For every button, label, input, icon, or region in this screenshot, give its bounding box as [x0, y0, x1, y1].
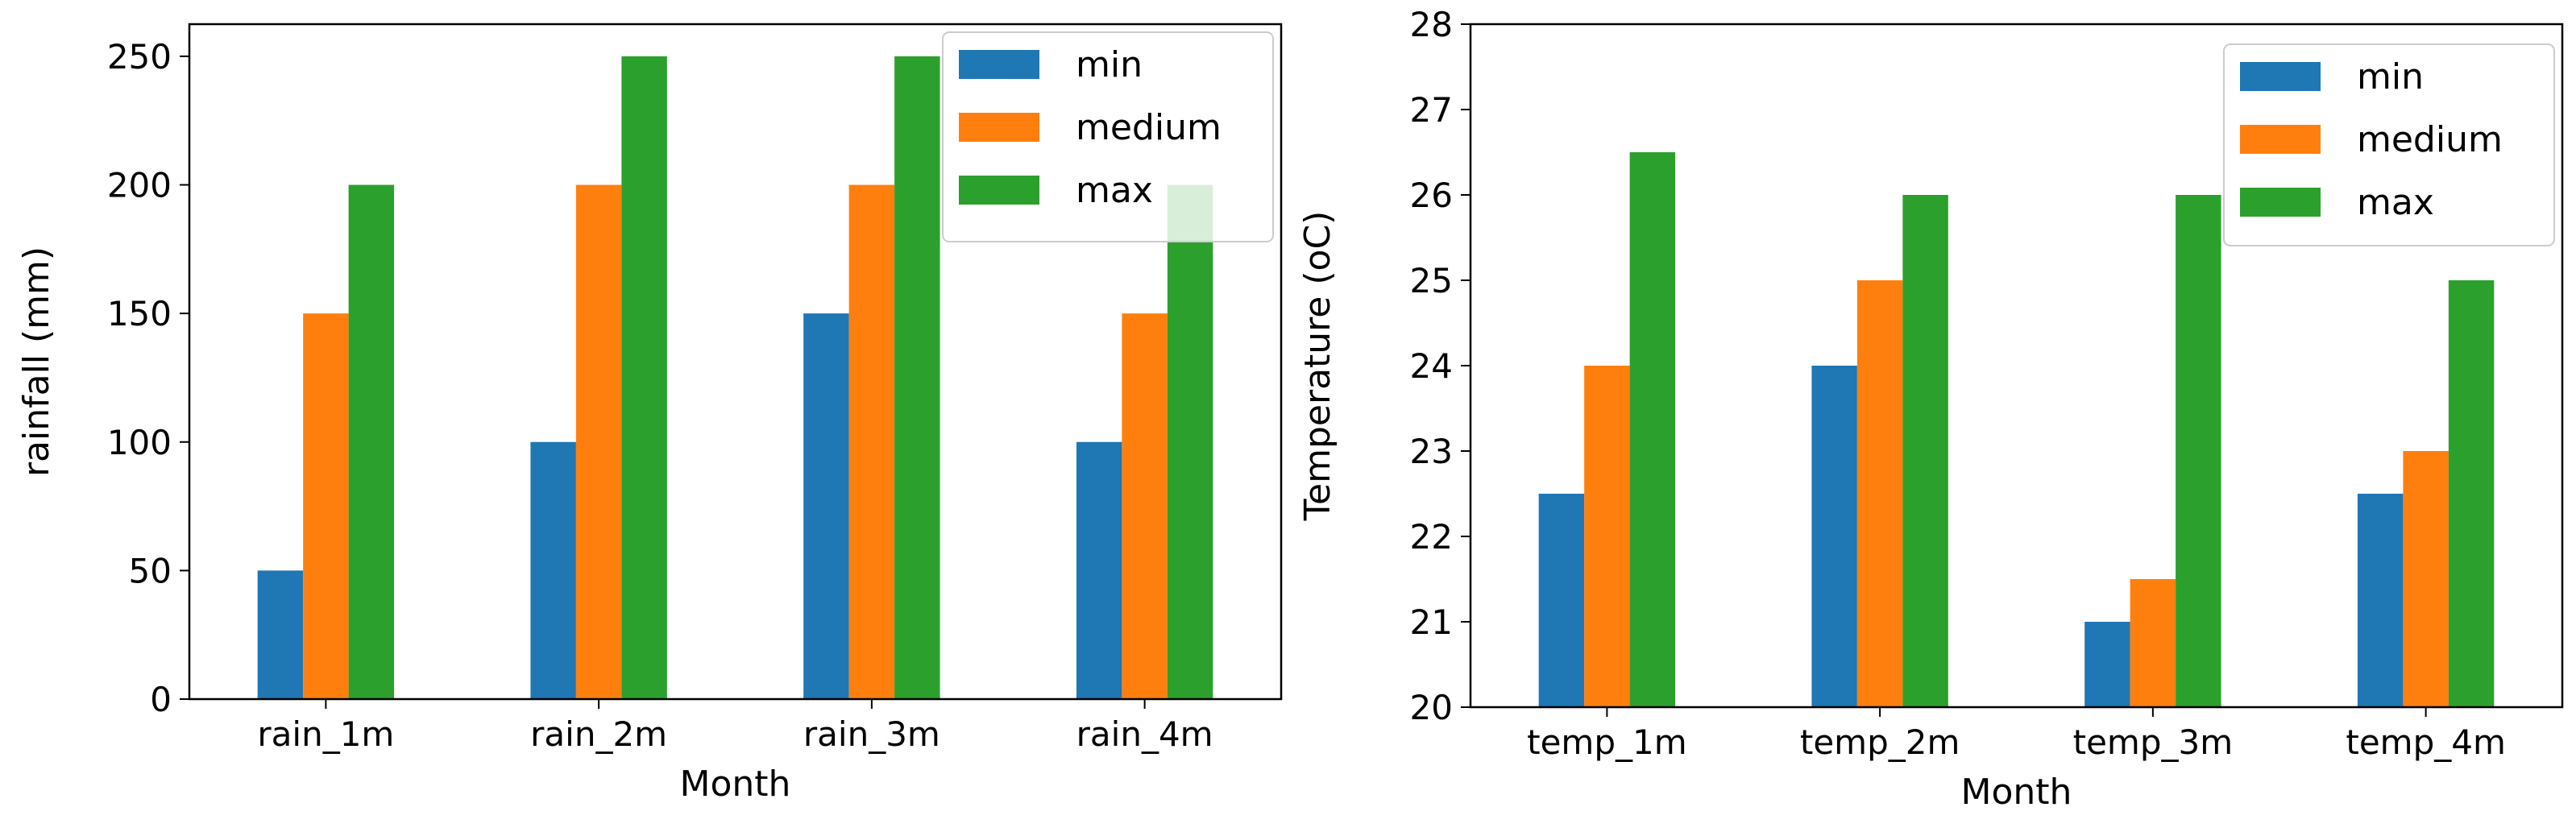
x-axis-label: Month	[1961, 772, 2072, 813]
bar-rain_3m-max	[894, 56, 940, 699]
bar-temp_2m-medium	[1856, 280, 1903, 707]
ytick-label-20: 20	[1410, 688, 1453, 727]
ytick-label-23: 23	[1410, 432, 1453, 471]
bar-temp_4m-max	[2448, 280, 2495, 707]
legend-swatch-max	[959, 176, 1039, 205]
chart-2: temp_1m temp_2m temp_3m temp_4m 20 21 22 23 24 25…	[1297, 5, 2564, 813]
plot-frame	[1469, 23, 2564, 709]
bar-temp_3m-medium	[2130, 579, 2176, 707]
xtick-label-rain_4m: rain_4m	[1076, 714, 1213, 754]
bar-temp_3m-min	[2084, 622, 2130, 707]
ytick-label-200: 200	[107, 166, 172, 205]
plot-frame	[188, 23, 1283, 701]
legend-label-medium: medium	[1076, 107, 1222, 148]
ytick-label-24: 24	[1410, 346, 1453, 386]
legend-swatch-min	[959, 50, 1039, 79]
y-axis-label: Temperature (oC)	[1297, 211, 1338, 522]
xtick-label-rain_2m: rain_2m	[530, 714, 667, 754]
y-axis-label: rainfall (mm)	[16, 246, 57, 477]
xtick-label-rain_1m: rain_1m	[257, 714, 394, 754]
bar-temp_4m-min	[2357, 494, 2404, 707]
legend-label-min: min	[2357, 56, 2424, 97]
bar-rain_1m-min	[257, 570, 304, 699]
legend-swatch-medium	[959, 113, 1039, 142]
legend-label-min: min	[1076, 44, 1143, 85]
xtick-label-temp_3m: temp_3m	[2073, 722, 2234, 762]
ytick-label-100: 100	[107, 423, 172, 462]
legend: min medium max	[942, 31, 1274, 242]
bar-rain_3m-medium	[848, 184, 895, 699]
bar-temp_2m-max	[1902, 195, 1948, 707]
legend-label-medium: medium	[2357, 119, 2503, 160]
bar-temp_3m-max	[2176, 195, 2221, 707]
bar-rain_1m-max	[348, 184, 395, 699]
ytick-label-150: 150	[107, 294, 172, 333]
bar-temp_2m-min	[1811, 366, 1857, 707]
legend-swatch-medium	[2240, 125, 2321, 154]
ytick-label-0: 0	[150, 680, 172, 719]
xtick-label-temp_1m: temp_1m	[1527, 722, 1687, 762]
bar-temp_1m-min	[1538, 494, 1585, 707]
legend-label-max: max	[1076, 170, 1153, 211]
bar-rain_3m-min	[803, 313, 849, 699]
bar-temp_4m-medium	[2403, 451, 2449, 707]
bar-rain_4m-medium	[1122, 313, 1168, 699]
xtick-label-temp_4m: temp_4m	[2346, 722, 2506, 762]
bar-rain_4m-max	[1167, 184, 1213, 699]
legend: min medium max	[2223, 43, 2555, 246]
xtick-label-rain_3m: rain_3m	[803, 714, 940, 754]
ytick-label-22: 22	[1410, 517, 1453, 557]
bar-rain_2m-max	[621, 56, 667, 699]
bar-rain_2m-medium	[575, 184, 622, 699]
legend-label-max: max	[2357, 182, 2434, 223]
x-axis-label: Month	[680, 764, 791, 805]
ytick-label-21: 21	[1410, 602, 1453, 642]
ytick-label-28: 28	[1410, 5, 1453, 44]
bar-temp_1m-medium	[1584, 366, 1630, 707]
legend-swatch-min	[2240, 62, 2321, 91]
xtick-label-temp_2m: temp_2m	[1800, 722, 1960, 762]
bar-temp_1m-max	[1629, 152, 1676, 707]
chart-1: rain_1m rain_2m rain_3m rain_4m 0 50 100 150 200…	[16, 23, 1283, 805]
bar-rain_1m-medium	[303, 313, 349, 699]
bar-rain_4m-min	[1076, 441, 1122, 699]
ytick-label-26: 26	[1410, 176, 1453, 215]
ytick-label-25: 25	[1410, 261, 1453, 300]
ytick-label-50: 50	[129, 551, 172, 590]
ytick-label-250: 250	[107, 37, 172, 77]
bar-rain_2m-min	[530, 441, 576, 699]
ytick-label-27: 27	[1410, 90, 1453, 130]
legend-swatch-max	[2240, 188, 2321, 217]
